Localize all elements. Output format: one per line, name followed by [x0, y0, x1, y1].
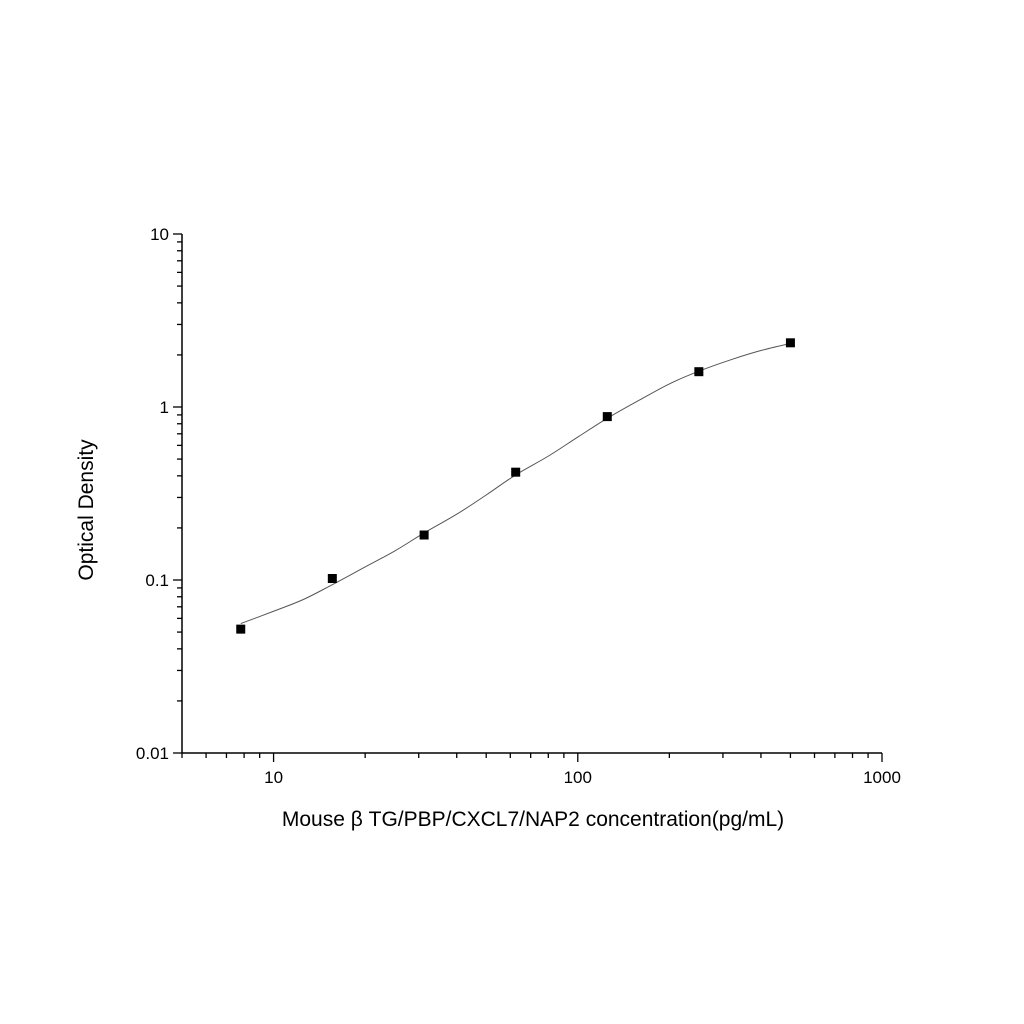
y-tick-label: 0.1 — [145, 571, 169, 590]
x-tick-label: 1000 — [863, 768, 901, 787]
x-tick-label: 10 — [264, 768, 283, 787]
x-axis-title: Mouse β TG/PBP/CXCL7/NAP2 concentration(… — [282, 808, 784, 831]
x-tick-label: 100 — [564, 768, 592, 787]
y-tick-label: 0.01 — [136, 744, 169, 763]
data-point — [694, 367, 704, 377]
x-axis-ticks: 10 100 1000 — [181, 753, 901, 787]
fit-curve — [240, 342, 791, 625]
data-point — [785, 338, 795, 348]
data-point — [602, 412, 612, 422]
y-tick-label: 1 — [160, 398, 169, 417]
data-point — [419, 530, 429, 540]
data-point — [511, 467, 521, 477]
y-tick-label: 10 — [150, 225, 169, 244]
data-points — [236, 338, 795, 634]
data-point — [327, 574, 337, 584]
y-axis-ticks: 0.01 0.1 1 10 — [136, 225, 182, 763]
data-point — [236, 624, 246, 634]
plot-area — [236, 338, 795, 634]
y-axis-title: Optical Density — [75, 439, 98, 581]
